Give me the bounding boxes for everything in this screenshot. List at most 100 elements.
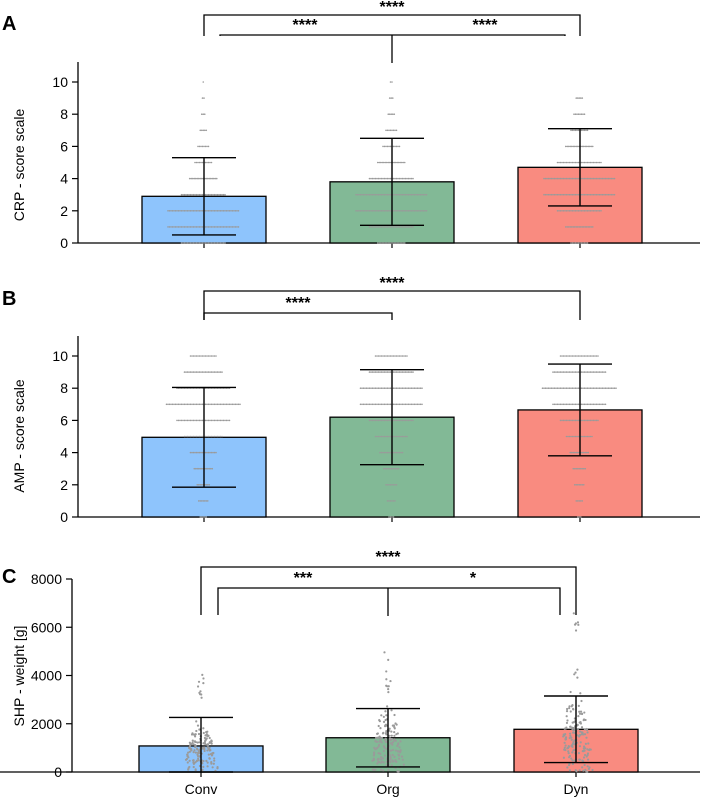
data-point bbox=[383, 226, 386, 228]
data-point bbox=[385, 210, 387, 212]
data-point bbox=[587, 226, 590, 228]
data-point bbox=[592, 403, 595, 406]
data-point bbox=[381, 757, 385, 760]
data-point bbox=[565, 403, 568, 406]
data-point bbox=[385, 193, 387, 196]
data-point bbox=[561, 177, 563, 180]
data-point bbox=[567, 745, 571, 748]
data-point bbox=[191, 193, 193, 196]
data-point bbox=[416, 210, 419, 212]
data-point bbox=[585, 451, 588, 454]
data-point bbox=[612, 387, 614, 390]
data-point bbox=[205, 484, 208, 486]
data-point bbox=[197, 161, 199, 164]
data-point bbox=[397, 754, 401, 757]
data-point bbox=[582, 419, 584, 422]
data-point bbox=[208, 741, 211, 745]
data-point bbox=[206, 419, 208, 422]
data-point bbox=[204, 210, 207, 212]
data-point bbox=[397, 242, 400, 244]
data-point bbox=[373, 752, 376, 755]
data-point bbox=[573, 129, 575, 132]
data-point bbox=[215, 403, 217, 406]
data-point bbox=[210, 760, 213, 764]
data-point bbox=[182, 193, 184, 196]
data-point bbox=[236, 226, 238, 228]
data-point bbox=[580, 161, 583, 164]
data-point bbox=[562, 419, 565, 422]
data-point bbox=[597, 419, 599, 422]
data-point bbox=[212, 403, 214, 406]
data-point bbox=[200, 693, 203, 696]
data-point bbox=[571, 193, 574, 196]
data-point bbox=[200, 210, 202, 212]
data-points-org bbox=[359, 355, 423, 518]
data-point bbox=[184, 758, 188, 761]
data-point bbox=[609, 177, 611, 180]
data-point bbox=[589, 387, 592, 390]
data-point bbox=[200, 193, 202, 196]
data-point bbox=[230, 210, 232, 212]
data-point bbox=[201, 97, 204, 99]
data-point bbox=[382, 731, 385, 734]
panel-letter-a: A bbox=[2, 13, 16, 35]
data-point bbox=[368, 210, 371, 212]
data-point bbox=[207, 734, 210, 738]
significance-bracket bbox=[203, 290, 581, 320]
data-point bbox=[382, 371, 384, 373]
data-point bbox=[392, 371, 395, 373]
data-point bbox=[379, 226, 381, 228]
data-point bbox=[581, 766, 584, 769]
data-point bbox=[585, 387, 587, 390]
data-point bbox=[543, 177, 545, 180]
data-point bbox=[221, 226, 223, 228]
data-point bbox=[371, 768, 374, 771]
data-point bbox=[582, 161, 584, 164]
data-point bbox=[561, 193, 563, 196]
data-point bbox=[188, 746, 191, 749]
data-point bbox=[395, 210, 398, 212]
data-point bbox=[585, 161, 587, 164]
data-point bbox=[180, 210, 183, 212]
data-point bbox=[213, 403, 216, 406]
data-point bbox=[368, 371, 371, 373]
data-point bbox=[392, 193, 395, 196]
y-tick-label: 8 bbox=[60, 106, 68, 122]
data-point bbox=[210, 451, 213, 454]
data-point bbox=[392, 500, 395, 502]
data-point bbox=[573, 403, 575, 406]
data-point bbox=[565, 721, 569, 725]
data-point bbox=[589, 193, 592, 196]
data-point bbox=[585, 145, 588, 148]
data-point bbox=[377, 757, 380, 761]
data-point bbox=[380, 714, 383, 717]
data-point bbox=[200, 129, 203, 132]
data-point bbox=[373, 210, 375, 212]
data-point bbox=[228, 419, 231, 422]
data-point bbox=[397, 210, 399, 212]
data-point bbox=[401, 403, 404, 406]
data-point bbox=[179, 210, 181, 212]
data-point bbox=[581, 226, 584, 228]
data-point bbox=[561, 210, 563, 212]
data-point bbox=[606, 193, 608, 196]
data-point bbox=[391, 226, 393, 228]
data-point bbox=[365, 387, 368, 390]
data-point bbox=[556, 210, 559, 212]
data-point bbox=[189, 371, 192, 373]
data-point bbox=[556, 403, 559, 406]
data-point bbox=[415, 210, 417, 212]
data-point bbox=[376, 746, 379, 750]
data-point bbox=[406, 435, 408, 438]
data-point bbox=[586, 731, 589, 734]
data-point bbox=[585, 177, 587, 180]
data-point bbox=[594, 177, 596, 180]
data-point bbox=[388, 753, 391, 756]
data-point bbox=[371, 403, 374, 406]
data-point bbox=[564, 210, 566, 212]
data-point bbox=[565, 193, 568, 196]
data-point bbox=[586, 193, 589, 196]
data-point bbox=[597, 355, 599, 357]
data-point bbox=[191, 242, 193, 244]
